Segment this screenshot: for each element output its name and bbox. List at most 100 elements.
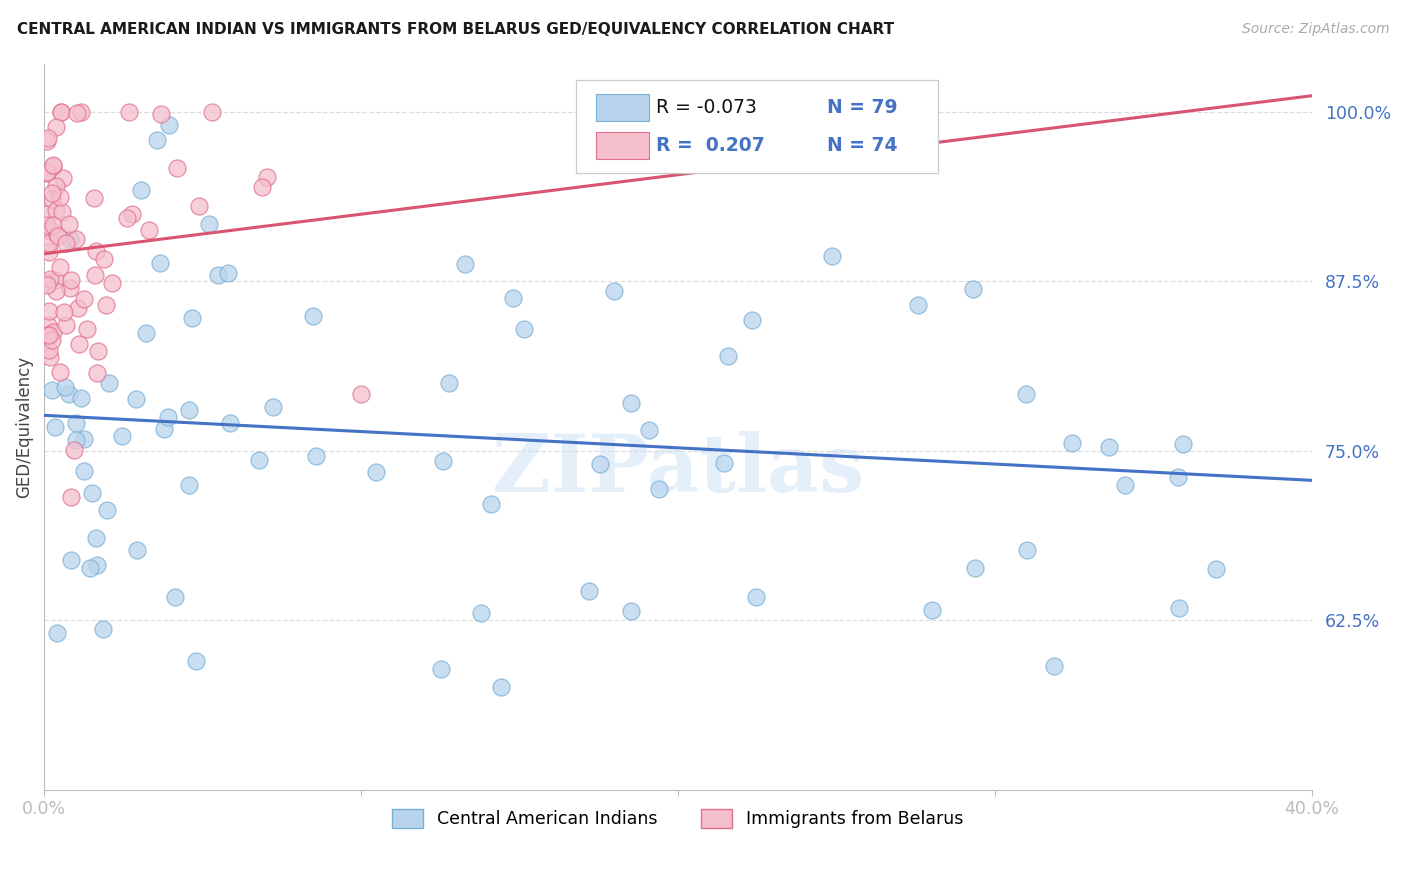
Point xyxy=(51,104,73,119)
Point xyxy=(163,590,186,604)
Point xyxy=(41,186,63,200)
Point xyxy=(73,292,96,306)
Point xyxy=(157,118,180,132)
Point xyxy=(754,118,776,132)
Point xyxy=(589,457,612,471)
Point xyxy=(150,107,173,121)
Point xyxy=(364,465,387,479)
Point xyxy=(41,192,63,206)
Point xyxy=(39,272,62,286)
Point xyxy=(65,416,87,430)
Point xyxy=(138,223,160,237)
Point xyxy=(430,662,453,676)
Point xyxy=(179,403,201,417)
Point xyxy=(52,171,75,186)
Point xyxy=(166,161,188,176)
Point xyxy=(70,104,93,119)
Point xyxy=(121,207,143,221)
Point xyxy=(305,449,328,463)
Point xyxy=(1167,470,1189,484)
Point xyxy=(821,249,844,263)
Point xyxy=(55,236,77,251)
Point xyxy=(42,160,65,174)
Point xyxy=(37,318,59,332)
Point xyxy=(1098,440,1121,454)
Point xyxy=(45,227,67,241)
Point xyxy=(45,203,67,218)
Point xyxy=(146,133,169,147)
Point xyxy=(437,376,460,390)
Point xyxy=(45,284,67,298)
Point xyxy=(46,229,69,244)
Point xyxy=(42,158,65,172)
Point xyxy=(129,183,152,197)
Point xyxy=(86,558,108,572)
Point xyxy=(53,380,76,394)
Text: ZIPatlas: ZIPatlas xyxy=(492,432,865,509)
FancyBboxPatch shape xyxy=(596,132,648,159)
Point xyxy=(1205,562,1227,576)
Point xyxy=(42,326,65,340)
Point xyxy=(1114,478,1136,492)
Point xyxy=(37,218,59,232)
Point xyxy=(180,311,202,326)
Text: R =  0.207: R = 0.207 xyxy=(657,136,765,155)
Point xyxy=(45,120,67,134)
Point xyxy=(37,328,59,343)
FancyBboxPatch shape xyxy=(596,95,648,121)
Point xyxy=(41,384,63,398)
Point xyxy=(51,205,73,219)
FancyBboxPatch shape xyxy=(576,80,938,173)
Point xyxy=(38,304,60,318)
Point xyxy=(745,590,768,604)
Point xyxy=(156,410,179,425)
Point xyxy=(637,423,659,437)
Point xyxy=(907,298,929,312)
Point xyxy=(350,387,373,401)
Point xyxy=(262,400,284,414)
Point xyxy=(177,478,200,492)
Point xyxy=(45,625,67,640)
Point xyxy=(921,603,943,617)
Point xyxy=(1015,387,1038,401)
Point xyxy=(184,654,207,668)
Point xyxy=(83,190,105,204)
Text: CENTRAL AMERICAN INDIAN VS IMMIGRANTS FROM BELARUS GED/EQUIVALENCY CORRELATION C: CENTRAL AMERICAN INDIAN VS IMMIGRANTS FR… xyxy=(17,22,894,37)
Point xyxy=(250,180,273,194)
Text: Source: ZipAtlas.com: Source: ZipAtlas.com xyxy=(1241,22,1389,37)
Point xyxy=(620,396,643,410)
Point xyxy=(118,104,141,119)
Point xyxy=(45,179,67,194)
Point xyxy=(201,104,224,119)
Point xyxy=(962,282,984,296)
Point xyxy=(502,291,524,305)
Point xyxy=(84,244,107,259)
Point xyxy=(963,561,986,575)
Text: R = -0.073: R = -0.073 xyxy=(657,98,758,117)
Point xyxy=(84,531,107,545)
Point xyxy=(217,267,239,281)
Point xyxy=(38,245,60,260)
Point xyxy=(91,622,114,636)
Point xyxy=(37,277,59,291)
Point xyxy=(125,542,148,557)
Point xyxy=(60,273,83,287)
Point xyxy=(37,207,59,221)
Point xyxy=(59,232,82,246)
Point xyxy=(1043,659,1066,673)
Point xyxy=(741,313,763,327)
Point xyxy=(648,483,671,497)
Point xyxy=(70,391,93,405)
Point xyxy=(37,164,59,178)
Point xyxy=(82,486,104,500)
Point xyxy=(60,552,83,566)
Point xyxy=(86,366,108,380)
Point xyxy=(66,301,89,316)
Point xyxy=(59,281,82,295)
Point xyxy=(1168,600,1191,615)
Point xyxy=(37,166,59,180)
Point xyxy=(578,584,600,599)
Y-axis label: GED/Equivalency: GED/Equivalency xyxy=(15,356,32,498)
Point xyxy=(603,284,626,298)
Point xyxy=(94,298,117,312)
